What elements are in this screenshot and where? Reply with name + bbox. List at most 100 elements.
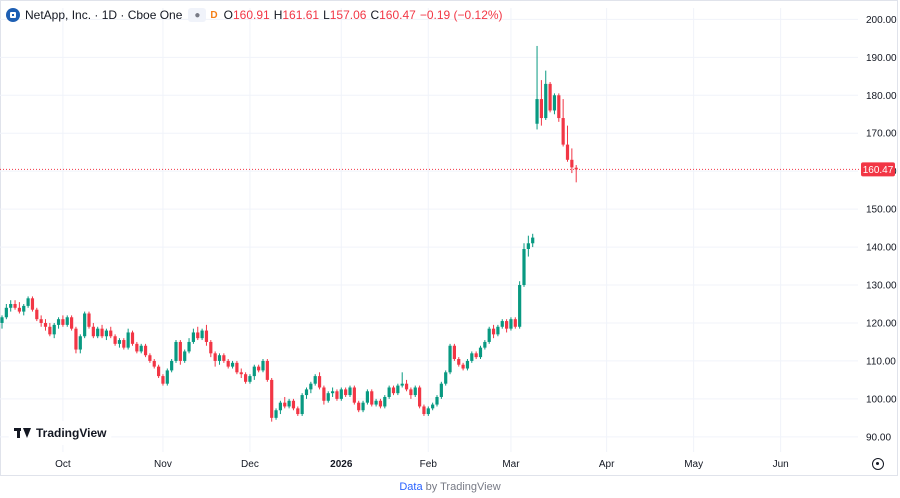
candle[interactable] — [357, 400, 361, 413]
candle[interactable] — [348, 385, 352, 397]
candle[interactable] — [117, 338, 122, 348]
candle[interactable] — [143, 343, 148, 358]
candle[interactable] — [496, 324, 500, 337]
candle[interactable] — [557, 93, 561, 122]
candle[interactable] — [309, 381, 313, 394]
candle[interactable] — [96, 326, 100, 339]
candle[interactable] — [135, 341, 139, 354]
candle[interactable] — [265, 359, 269, 382]
candle[interactable] — [444, 370, 448, 386]
candle[interactable] — [78, 334, 82, 354]
candle[interactable] — [374, 398, 378, 407]
candle[interactable] — [470, 351, 474, 363]
candle[interactable] — [100, 324, 104, 339]
candle[interactable] — [461, 362, 465, 371]
candle[interactable] — [70, 315, 74, 331]
data-link[interactable]: Data — [399, 481, 423, 493]
candle[interactable] — [400, 372, 404, 388]
candle[interactable] — [548, 82, 552, 113]
candle[interactable] — [213, 351, 217, 367]
candle[interactable] — [165, 368, 169, 386]
candle[interactable] — [378, 398, 383, 409]
settings-icon[interactable] — [872, 458, 884, 470]
candle[interactable] — [257, 364, 261, 373]
candle[interactable] — [491, 324, 496, 339]
candle[interactable] — [570, 148, 574, 174]
candle[interactable] — [235, 360, 239, 375]
candle[interactable] — [526, 235, 530, 257]
candle[interactable] — [483, 340, 487, 350]
candle[interactable] — [30, 296, 35, 312]
candle[interactable] — [209, 340, 213, 358]
candle[interactable] — [574, 165, 578, 183]
candle[interactable] — [522, 243, 526, 287]
candle[interactable] — [170, 359, 174, 373]
candle[interactable] — [91, 322, 95, 339]
candle[interactable] — [109, 326, 113, 339]
candle[interactable] — [52, 322, 56, 339]
candle[interactable] — [409, 387, 413, 399]
candle[interactable] — [535, 45, 539, 130]
candle[interactable] — [344, 387, 348, 397]
candle[interactable] — [244, 372, 248, 384]
candle[interactable] — [65, 315, 69, 327]
candle[interactable] — [148, 353, 152, 363]
candle[interactable] — [183, 349, 187, 363]
candle[interactable] — [130, 330, 135, 346]
candle[interactable] — [474, 351, 478, 360]
candle[interactable] — [226, 359, 230, 369]
candle[interactable] — [287, 398, 291, 409]
candle[interactable] — [387, 385, 391, 399]
candle[interactable] — [222, 353, 226, 363]
candle[interactable] — [261, 359, 265, 373]
candle[interactable] — [74, 326, 78, 354]
candle[interactable] — [113, 334, 117, 346]
candle[interactable] — [296, 406, 300, 416]
candle[interactable] — [248, 374, 252, 384]
candle[interactable] — [83, 311, 87, 339]
tradingview-logo[interactable]: TradingView — [8, 421, 113, 445]
candle[interactable] — [500, 319, 504, 329]
candle[interactable] — [200, 328, 204, 341]
candle[interactable] — [104, 328, 108, 341]
candle[interactable] — [457, 357, 461, 367]
candle[interactable] — [230, 360, 235, 369]
candle[interactable] — [56, 317, 61, 329]
candle[interactable] — [513, 317, 517, 329]
candle[interactable] — [561, 99, 565, 147]
candle[interactable] — [439, 381, 443, 399]
candle[interactable] — [26, 296, 30, 308]
candle[interactable] — [0, 315, 4, 329]
candle[interactable] — [313, 374, 317, 386]
candle[interactable] — [518, 281, 522, 329]
candle[interactable] — [465, 359, 470, 371]
dividend-badge[interactable]: D — [210, 9, 218, 21]
candle[interactable] — [539, 80, 543, 126]
candle[interactable] — [452, 343, 456, 361]
candle[interactable] — [413, 385, 417, 397]
candle[interactable] — [426, 406, 430, 416]
candle[interactable] — [174, 340, 178, 363]
candle[interactable] — [9, 300, 13, 312]
candle[interactable] — [187, 338, 191, 354]
candle[interactable] — [87, 311, 91, 329]
candle[interactable] — [331, 387, 335, 397]
candle[interactable] — [300, 393, 304, 416]
candle[interactable] — [339, 387, 343, 401]
candle[interactable] — [418, 385, 422, 409]
candle[interactable] — [391, 385, 396, 396]
candle[interactable] — [152, 359, 156, 369]
candle[interactable] — [22, 304, 26, 316]
candle[interactable] — [283, 396, 287, 409]
candle[interactable] — [139, 343, 143, 354]
candle[interactable] — [487, 326, 491, 344]
candle[interactable] — [43, 319, 48, 331]
candle[interactable] — [317, 372, 322, 390]
candle[interactable] — [322, 385, 326, 405]
candle[interactable] — [217, 353, 222, 365]
candle[interactable] — [239, 368, 243, 378]
candle[interactable] — [274, 408, 278, 420]
candle[interactable] — [252, 364, 256, 380]
candle[interactable] — [565, 125, 570, 162]
candlestick-chart[interactable]: 200.00190.00180.00170.00160.00150.00140.… — [0, 0, 900, 476]
